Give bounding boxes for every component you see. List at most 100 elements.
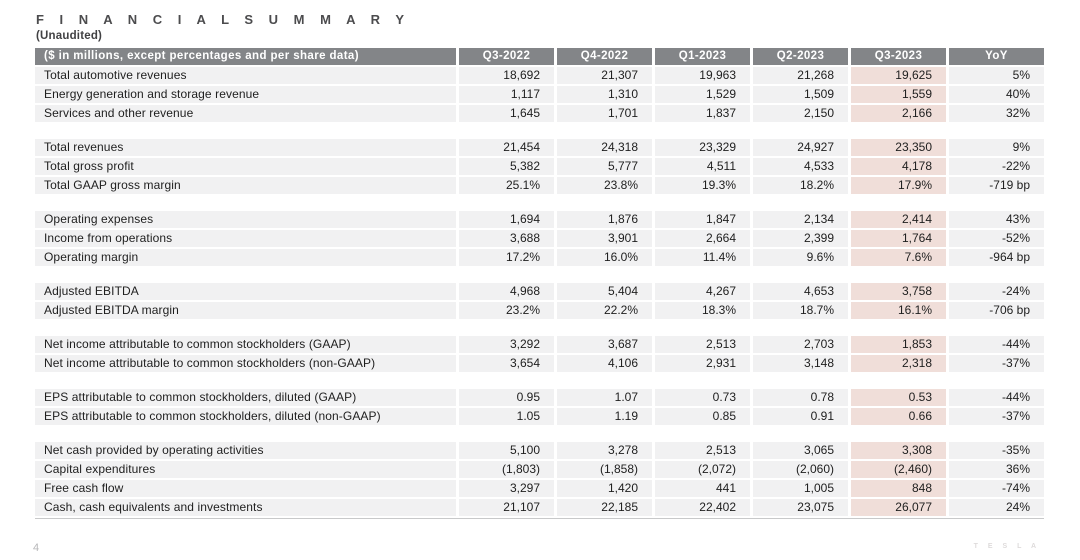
- table-row: Free cash flow 3,297 1,420 441 1,005 848 -74%: [35, 480, 1044, 497]
- cell-value: 2,150: [753, 105, 848, 122]
- cell-yoy: -35%: [949, 442, 1044, 459]
- cell-value: 22.2%: [557, 302, 652, 319]
- table-row: Adjusted EBITDA 4,968 5,404 4,267 4,653 3,758…: [35, 283, 1044, 300]
- cell-value: 3,758: [851, 283, 946, 300]
- cell-yoy: 9%: [949, 139, 1044, 156]
- cell-value: (2,460): [851, 461, 946, 478]
- cell-value: 23,350: [851, 139, 946, 156]
- column-header-q3-2023: Q3-2023: [851, 48, 946, 65]
- cell-value: 0.85: [655, 408, 750, 425]
- row-label: Net cash provided by operating activitie…: [35, 442, 456, 459]
- cell-value: 3,278: [557, 442, 652, 459]
- cell-value: 5,382: [459, 158, 554, 175]
- cell-value: 3,688: [459, 230, 554, 247]
- page-number: 4: [33, 542, 40, 554]
- column-header-q2-2023: Q2-2023: [753, 48, 848, 65]
- cell-value: 1,764: [851, 230, 946, 247]
- row-group: Operating expenses 1,694 1,876 1,847 2,134 2,…: [35, 211, 1044, 266]
- page-subtitle: (Unaudited): [36, 30, 103, 42]
- cell-value: 3,308: [851, 442, 946, 459]
- row-label: Income from operations: [35, 230, 456, 247]
- cell-value: 23,329: [655, 139, 750, 156]
- table-body: Total automotive revenues 18,692 21,307 19,…: [35, 65, 1044, 516]
- column-header-yoy: YoY: [949, 48, 1044, 65]
- table-row: Operating margin 17.2% 16.0% 11.4% 9.6% 7.6% -…: [35, 249, 1044, 266]
- cell-value: 1,694: [459, 211, 554, 228]
- cell-yoy: -964 bp: [949, 249, 1044, 266]
- cell-yoy: -706 bp: [949, 302, 1044, 319]
- row-label: Capital expenditures: [35, 461, 456, 478]
- table-row: Energy generation and storage revenue 1,1…: [35, 86, 1044, 103]
- cell-value: 16.0%: [557, 249, 652, 266]
- row-label: Net income attributable to common stockh…: [35, 355, 456, 372]
- cell-value: 2,134: [753, 211, 848, 228]
- cell-value: 4,533: [753, 158, 848, 175]
- table-row: Total gross profit 5,382 5,777 4,511 4,533 4,…: [35, 158, 1044, 175]
- row-label: Adjusted EBITDA margin: [35, 302, 456, 319]
- row-label: Total revenues: [35, 139, 456, 156]
- cell-value: 18.7%: [753, 302, 848, 319]
- cell-value: 23.8%: [557, 177, 652, 194]
- cell-value: 22,185: [557, 499, 652, 516]
- column-header-q1-2023: Q1-2023: [655, 48, 750, 65]
- cell-value: 18.2%: [753, 177, 848, 194]
- cell-value: 2,318: [851, 355, 946, 372]
- cell-yoy: -22%: [949, 158, 1044, 175]
- cell-value: 1,876: [557, 211, 652, 228]
- cell-yoy: 43%: [949, 211, 1044, 228]
- cell-value: 4,106: [557, 355, 652, 372]
- cell-value: 0.91: [753, 408, 848, 425]
- cell-value: 4,653: [753, 283, 848, 300]
- cell-yoy: 40%: [949, 86, 1044, 103]
- row-label: EPS attributable to common stockholders,…: [35, 408, 456, 425]
- cell-yoy: -37%: [949, 408, 1044, 425]
- table-bottom-rule: [35, 518, 1044, 519]
- cell-yoy: -52%: [949, 230, 1044, 247]
- cell-value: 18,692: [459, 67, 554, 84]
- cell-value: 1,559: [851, 86, 946, 103]
- cell-value: 1,853: [851, 336, 946, 353]
- cell-value: 1,310: [557, 86, 652, 103]
- row-label: Total gross profit: [35, 158, 456, 175]
- cell-yoy: -44%: [949, 389, 1044, 406]
- cell-yoy: -719 bp: [949, 177, 1044, 194]
- cell-value: 23.2%: [459, 302, 554, 319]
- cell-value: 19.3%: [655, 177, 750, 194]
- row-label: Operating margin: [35, 249, 456, 266]
- cell-value: 0.66: [851, 408, 946, 425]
- cell-value: (2,072): [655, 461, 750, 478]
- cell-value: 21,307: [557, 67, 652, 84]
- row-label: EPS attributable to common stockholders,…: [35, 389, 456, 406]
- table-row: Total revenues 21,454 24,318 23,329 24,927 23…: [35, 139, 1044, 156]
- cell-value: 2,414: [851, 211, 946, 228]
- column-header-q3-2022: Q3-2022: [459, 48, 554, 65]
- cell-value: 2,166: [851, 105, 946, 122]
- cell-value: (1,803): [459, 461, 554, 478]
- row-label: Total automotive revenues: [35, 67, 456, 84]
- page-title: F I N A N C I A L S U M M A R Y: [36, 12, 411, 27]
- table-row: EPS attributable to common stockholders,…: [35, 408, 1044, 425]
- table-header-row: ($ in millions, except percentages and p…: [35, 48, 1044, 65]
- cell-value: 2,931: [655, 355, 750, 372]
- cell-value: 2,513: [655, 336, 750, 353]
- cell-value: 1,117: [459, 86, 554, 103]
- table-row: EPS attributable to common stockholders,…: [35, 389, 1044, 406]
- row-label: Adjusted EBITDA: [35, 283, 456, 300]
- table-row: Operating expenses 1,694 1,876 1,847 2,134 2,…: [35, 211, 1044, 228]
- cell-value: 19,963: [655, 67, 750, 84]
- financial-summary-table: ($ in millions, except percentages and p…: [35, 48, 1044, 519]
- cell-value: 24,318: [557, 139, 652, 156]
- cell-value: 3,065: [753, 442, 848, 459]
- cell-yoy: 36%: [949, 461, 1044, 478]
- cell-yoy: -24%: [949, 283, 1044, 300]
- cell-value: 23,075: [753, 499, 848, 516]
- table-row: Services and other revenue 1,645 1,701 1,83…: [35, 105, 1044, 122]
- cell-value: 3,654: [459, 355, 554, 372]
- cell-value: 2,399: [753, 230, 848, 247]
- cell-value: 18.3%: [655, 302, 750, 319]
- row-label: Total GAAP gross margin: [35, 177, 456, 194]
- cell-value: 1.05: [459, 408, 554, 425]
- cell-value: 848: [851, 480, 946, 497]
- cell-value: 1,529: [655, 86, 750, 103]
